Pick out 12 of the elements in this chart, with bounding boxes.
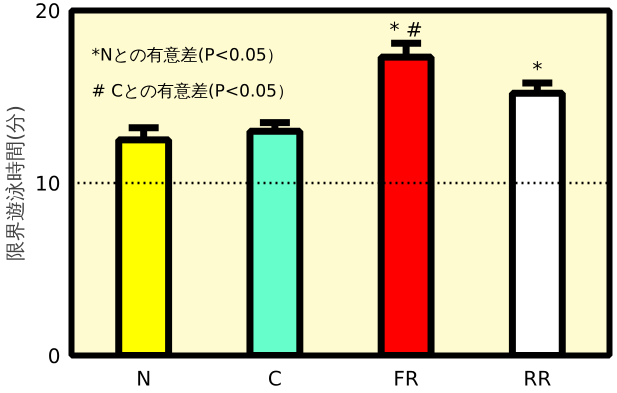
y-axis-title: 限界遊泳時間(分) (3, 105, 28, 261)
x-tick-label: FR (393, 366, 419, 390)
y-tick-label: 20 (35, 0, 61, 23)
y-tick-label: 0 (48, 344, 61, 368)
x-tick-label: N (136, 366, 152, 390)
annotation: *Nとの有意差(P<0.05） (92, 46, 284, 66)
annotation: * # (390, 17, 423, 42)
y-tick-label: 10 (35, 172, 61, 196)
x-tick-label: RR (523, 366, 552, 390)
annotation: # Cとの有意差(P<0.05） (92, 82, 294, 102)
annotation: * (532, 56, 542, 81)
x-tick-label: C (268, 366, 282, 390)
